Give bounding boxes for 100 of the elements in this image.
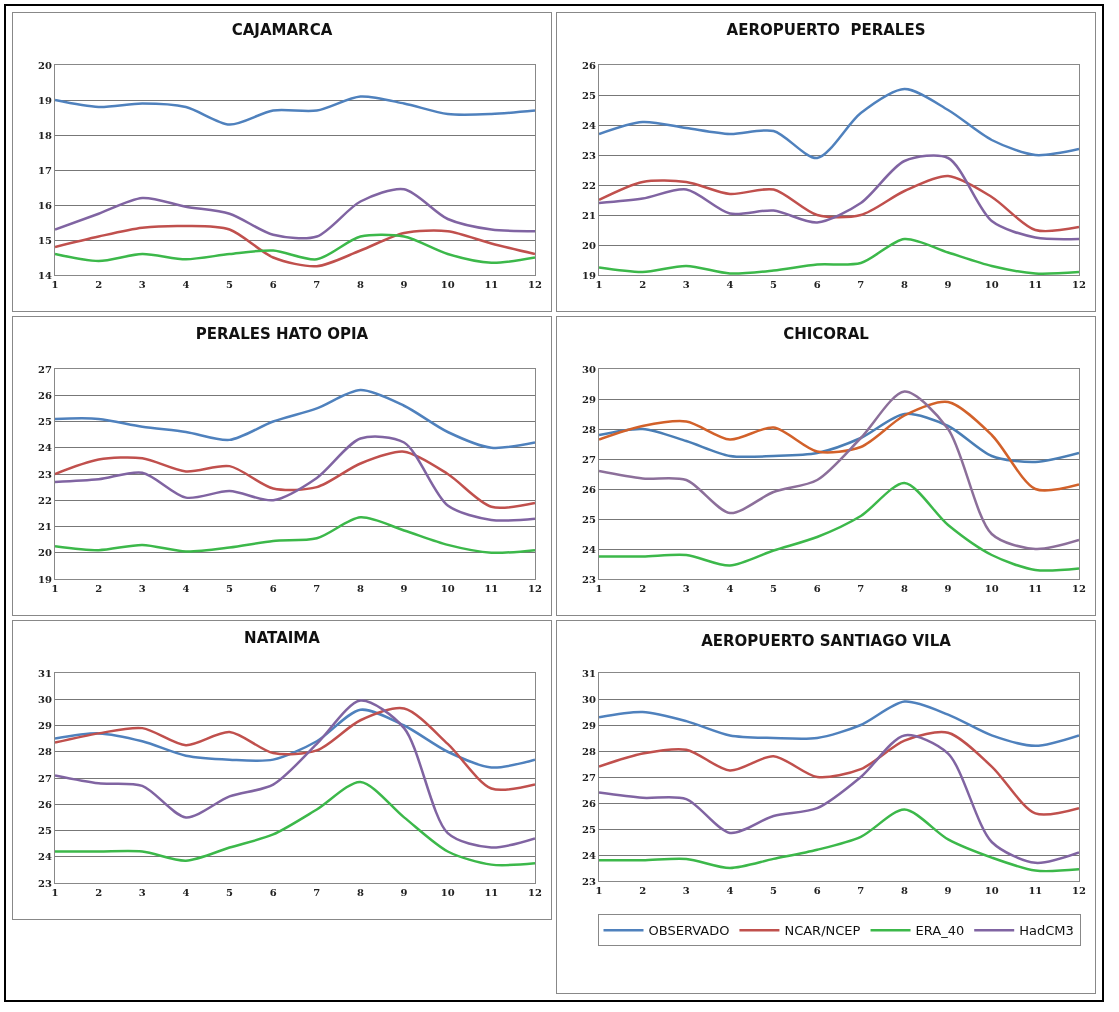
x-tick-label: 2	[639, 583, 647, 594]
legend-label: ERA_40	[915, 923, 965, 939]
x-tick-label: 10	[440, 279, 455, 290]
x-tick-label: 4	[182, 887, 190, 898]
y-tick-label: 23	[582, 573, 597, 585]
line-series	[55, 95, 535, 126]
y-tick-label: 24	[38, 851, 53, 863]
x-tick-label: 5	[226, 279, 234, 290]
y-tick-label: 24	[582, 119, 597, 131]
line-series	[55, 516, 535, 555]
x-tick-label: 1	[595, 885, 603, 896]
x-tick-label: 4	[726, 583, 734, 594]
x-tick-label: 7	[313, 887, 321, 898]
y-tick-label: 24	[38, 442, 53, 454]
y-tick-label: 20	[38, 547, 53, 559]
x-tick-label: 3	[138, 279, 146, 290]
line-series	[599, 481, 1079, 572]
x-tick-label: 12	[1072, 583, 1086, 594]
y-tick-label: 26	[582, 483, 597, 495]
x-tick-label: 6	[269, 279, 277, 290]
y-tick-label: 30	[582, 693, 597, 705]
x-tick-label: 3	[138, 583, 146, 594]
x-tick-label: 11	[484, 887, 499, 898]
legend-label: OBSERVADO	[648, 923, 730, 939]
x-tick-label: 1	[51, 279, 59, 290]
line-series	[599, 174, 1079, 233]
line-series	[55, 699, 535, 849]
x-tick-label: 12	[1072, 279, 1086, 290]
x-tick-label: 10	[440, 887, 455, 898]
x-tick-label: 6	[813, 583, 821, 594]
chart-title: AEROPUERTO PERALES	[726, 21, 926, 40]
y-tick-label: 31	[38, 667, 52, 679]
x-tick-label: 9	[944, 279, 952, 290]
x-tick-label: 2	[639, 885, 647, 896]
x-tick-label: 8	[356, 887, 364, 898]
y-tick-label: 28	[38, 746, 53, 758]
chart-title: CHICORAL	[783, 325, 870, 344]
x-tick-label: 8	[900, 279, 908, 290]
x-tick-label: 2	[95, 279, 103, 290]
x-tick-label: 6	[813, 279, 821, 290]
x-tick-label: 9	[400, 887, 408, 898]
line-series	[599, 237, 1079, 275]
x-tick-label: 10	[984, 583, 999, 594]
x-tick-label: 9	[400, 279, 408, 290]
y-tick-label: 21	[38, 521, 52, 532]
y-tick-label: 24	[582, 543, 597, 555]
y-tick-label: 26	[582, 59, 597, 71]
y-tick-label: 27	[38, 363, 53, 375]
x-tick-label: 10	[984, 279, 999, 290]
x-tick-label: 11	[1028, 279, 1043, 290]
y-tick-label: 17	[38, 164, 53, 176]
line-series	[599, 734, 1079, 865]
y-tick-label: 20	[38, 59, 53, 71]
y-tick-label: 30	[582, 363, 597, 375]
y-tick-label: 23	[582, 149, 597, 161]
x-tick-label: 5	[770, 279, 778, 290]
x-tick-label: 8	[900, 885, 908, 896]
y-tick-label: 25	[38, 416, 53, 427]
y-tick-label: 22	[38, 494, 53, 506]
y-tick-label: 14	[38, 269, 53, 281]
y-tick-label: 29	[38, 720, 53, 731]
x-tick-label: 10	[440, 583, 455, 594]
y-tick-label: 27	[582, 771, 597, 783]
x-tick-label: 4	[726, 885, 734, 896]
y-tick-label: 25	[582, 823, 597, 835]
legend-label: NCAR/NCEP	[784, 923, 861, 939]
x-tick-label: 8	[356, 583, 364, 594]
x-tick-label: 4	[726, 279, 734, 290]
y-tick-label: 24	[582, 849, 597, 861]
x-tick-label: 6	[269, 583, 277, 594]
y-tick-label: 25	[582, 89, 597, 101]
y-tick-label: 26	[38, 798, 53, 810]
x-tick-label: 3	[682, 279, 690, 290]
y-tick-label: 30	[38, 693, 53, 705]
x-tick-label: 5	[770, 583, 778, 594]
x-tick-label: 1	[595, 583, 603, 594]
y-tick-label: 28	[582, 745, 597, 757]
x-tick-label: 11	[484, 583, 499, 594]
x-tick-label: 12	[528, 887, 542, 898]
x-tick-label: 6	[813, 885, 821, 896]
y-tick-label: 23	[582, 875, 597, 887]
x-tick-label: 8	[356, 279, 364, 290]
x-tick-label: 3	[682, 885, 690, 896]
y-tick-label: 18	[38, 129, 53, 141]
y-tick-label: 29	[582, 393, 597, 405]
y-tick-label: 25	[582, 513, 597, 525]
x-tick-label: 12	[528, 279, 542, 290]
line-series	[599, 808, 1079, 873]
x-tick-label: 10	[984, 885, 999, 896]
y-tick-label: 27	[38, 772, 53, 784]
x-tick-label: 12	[1072, 885, 1086, 896]
x-tick-label: 1	[595, 279, 603, 290]
x-tick-label: 4	[182, 279, 190, 290]
y-tick-label: 29	[582, 719, 597, 731]
chart-title: AEROPUERTO SANTIAGO VILA	[701, 632, 952, 651]
line-series	[599, 87, 1079, 160]
y-tick-label: 27	[582, 453, 597, 465]
x-tick-label: 3	[138, 887, 146, 898]
line-series	[55, 388, 535, 450]
y-tick-label: 20	[582, 239, 597, 251]
